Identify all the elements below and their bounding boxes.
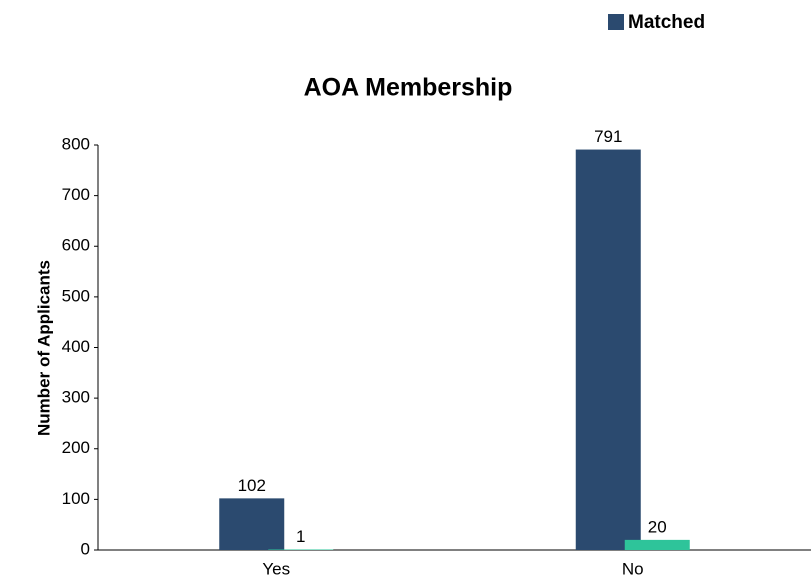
legend-label: Matched (628, 12, 705, 33)
y-tick-label: 100 (62, 489, 90, 508)
y-tick-label: 200 (62, 438, 90, 457)
bar (624, 539, 690, 550)
y-tick-label: 700 (62, 185, 90, 204)
y-tick-label: 500 (62, 286, 90, 305)
y-tick-label: 600 (62, 236, 90, 255)
value-label: 791 (594, 127, 622, 146)
y-tick-label: 300 (62, 388, 90, 407)
chart-title: AOA Membership (304, 74, 513, 102)
y-tick-label: 800 (62, 134, 90, 153)
value-label: 20 (648, 517, 667, 536)
y-axis-label: Number of Applicants (34, 260, 53, 436)
value-label: 102 (238, 476, 266, 495)
x-tick-label: Yes (262, 559, 290, 578)
x-tick-label: No (622, 559, 644, 578)
value-label: 1 (296, 527, 305, 546)
legend-swatch (608, 14, 624, 30)
bar (268, 549, 334, 550)
bar (219, 498, 285, 550)
y-tick-label: 400 (62, 337, 90, 356)
bar (575, 149, 641, 550)
y-tick-label: 0 (81, 539, 90, 558)
